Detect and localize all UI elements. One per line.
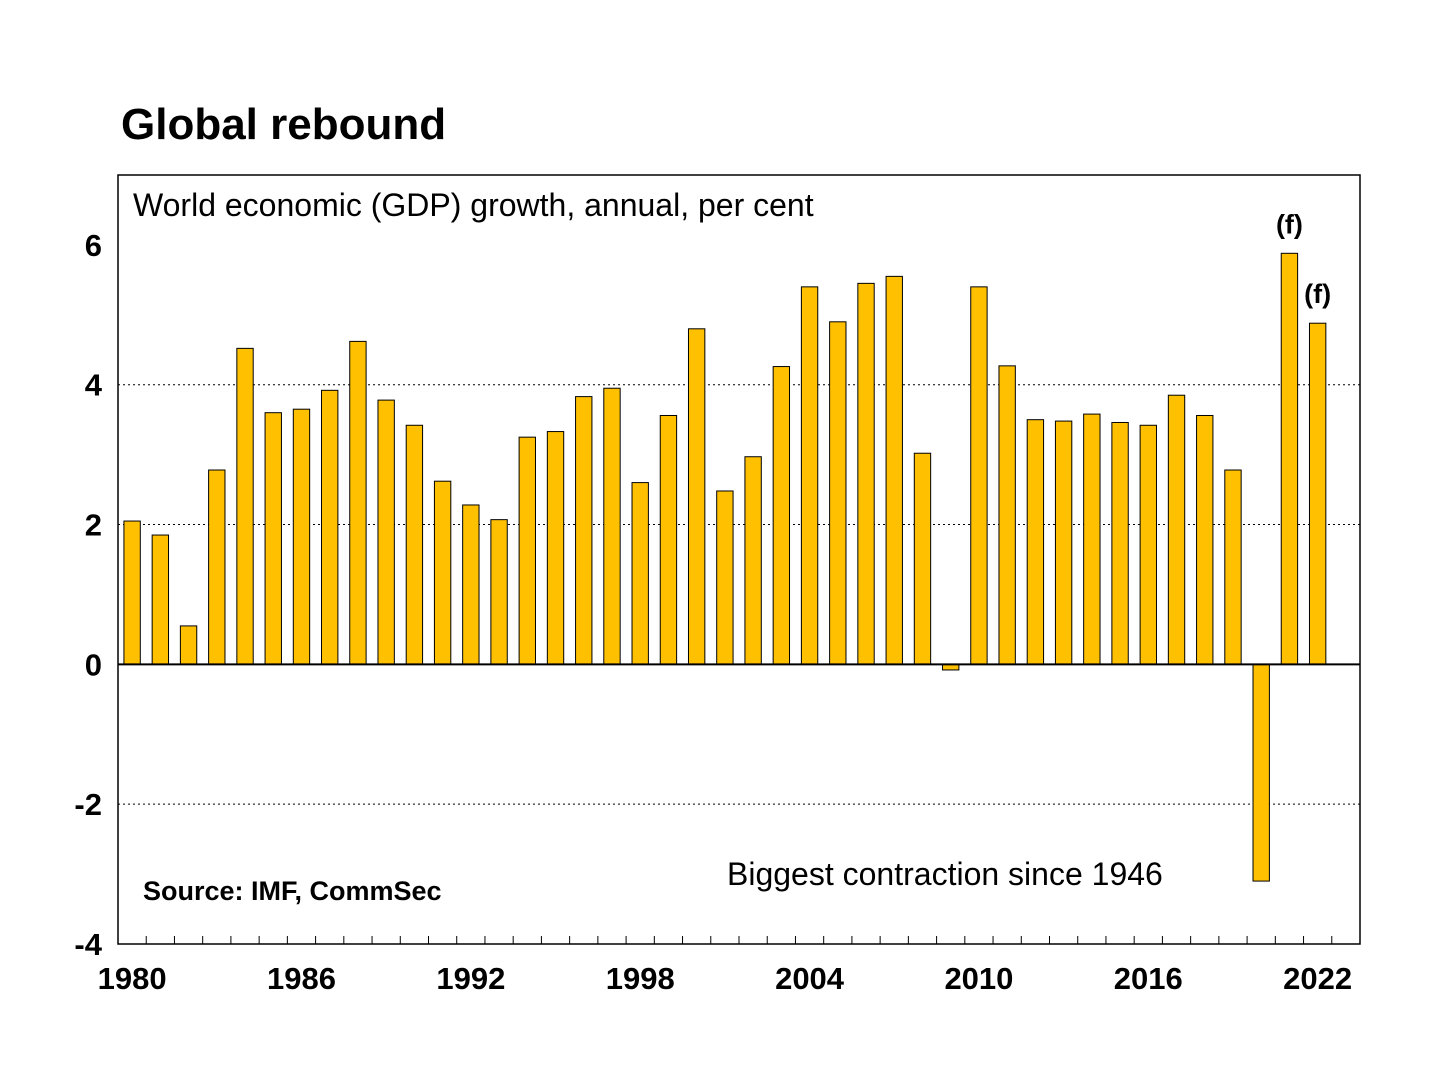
bar xyxy=(377,399,395,665)
bar xyxy=(1167,394,1186,665)
bar xyxy=(1026,419,1045,665)
x-tick-label: 2022 xyxy=(1283,961,1352,996)
bar xyxy=(433,480,452,665)
bar xyxy=(349,340,367,665)
x-tick-label: 2016 xyxy=(1114,961,1183,996)
bar xyxy=(800,286,819,665)
bar xyxy=(179,625,198,665)
bar xyxy=(687,328,706,665)
x-tick-label: 1980 xyxy=(98,961,167,996)
bar xyxy=(208,469,226,665)
bar xyxy=(998,365,1016,665)
forecast-label: (f) xyxy=(1276,209,1303,239)
x-tick-labels: 1980 1986 1992 1998 2004 2010 2016 2022 xyxy=(98,961,1353,996)
bar xyxy=(970,286,988,665)
bar xyxy=(264,412,282,665)
bar xyxy=(659,414,678,665)
bar xyxy=(1111,421,1129,665)
bar xyxy=(716,490,734,665)
y-tick-label: 0 xyxy=(85,647,102,682)
bar xyxy=(123,520,141,665)
bar xyxy=(829,321,847,665)
chart-title: Global rebound xyxy=(121,100,447,149)
forecast-label: (f) xyxy=(1304,279,1331,309)
bar xyxy=(1308,322,1327,665)
source-note: Source: IMF, CommSec xyxy=(143,876,442,906)
x-tick-label: 1986 xyxy=(267,961,336,996)
bar xyxy=(913,452,932,665)
bar xyxy=(1252,663,1270,882)
bar xyxy=(490,519,508,665)
x-ticks xyxy=(145,936,1333,944)
bar xyxy=(546,431,565,665)
y-tick-label: 6 xyxy=(85,228,102,263)
bar xyxy=(744,456,762,665)
bar xyxy=(631,482,649,665)
y-tick-label: -2 xyxy=(74,787,102,822)
bar xyxy=(857,282,875,665)
bar xyxy=(1054,420,1073,665)
y-tick-label: -4 xyxy=(74,927,102,962)
bar xyxy=(603,387,621,665)
y-tick-labels: -4 -2 0 2 4 6 xyxy=(74,228,102,962)
bar xyxy=(321,389,339,665)
bar xyxy=(1224,469,1242,665)
bar xyxy=(885,275,903,665)
bar xyxy=(405,424,424,665)
bar xyxy=(518,436,536,665)
bar xyxy=(151,534,170,665)
contraction-annotation: Biggest contraction since 1946 xyxy=(727,856,1163,892)
bar xyxy=(1280,252,1299,665)
y-tick-label: 4 xyxy=(85,368,103,403)
x-tick-label: 2010 xyxy=(944,961,1013,996)
chart-subtitle: World economic (GDP) growth, annual, per… xyxy=(133,187,814,223)
bars xyxy=(123,252,1327,882)
bar xyxy=(575,396,593,665)
bar xyxy=(236,347,254,665)
bar xyxy=(462,504,480,665)
bar xyxy=(292,408,311,665)
x-tick-label: 1998 xyxy=(606,961,675,996)
x-tick-label: 1992 xyxy=(436,961,505,996)
x-tick-label: 2004 xyxy=(775,961,845,996)
bar xyxy=(1196,414,1214,665)
bar xyxy=(1083,413,1101,665)
bar xyxy=(772,366,791,665)
y-tick-label: 2 xyxy=(85,508,102,543)
bar xyxy=(1139,424,1157,665)
forecast-labels: (f) (f) xyxy=(1276,209,1331,309)
